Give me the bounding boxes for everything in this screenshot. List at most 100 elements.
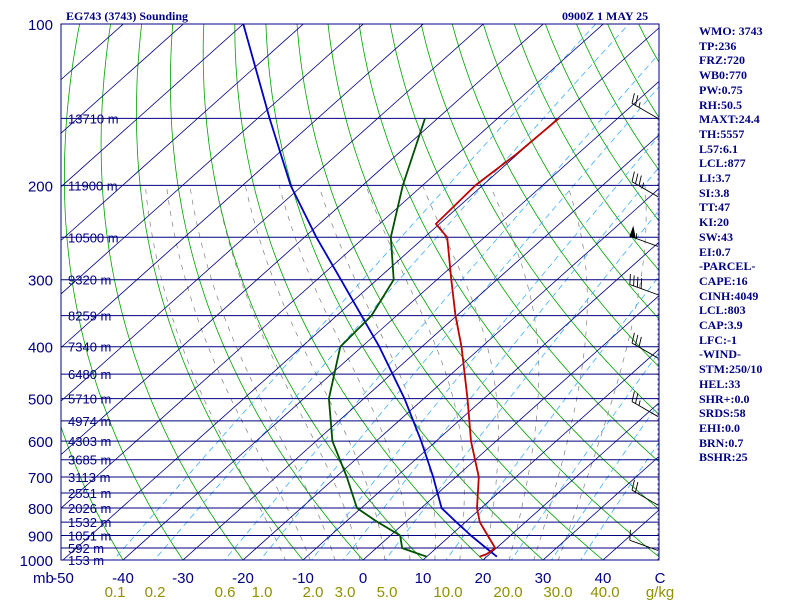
dry-adiabat <box>265 24 544 560</box>
valid-time: 0900Z 1 MAY 25 <box>562 9 649 23</box>
dry-adiabat <box>234 24 484 560</box>
mixing-ratio-label: 1.0 <box>252 584 273 600</box>
isotherm <box>61 24 364 295</box>
index-item: TH:5557 <box>699 126 745 141</box>
dry-adiabats <box>61 24 659 560</box>
isotherm <box>542 455 659 560</box>
index-item: -PARCEL- <box>699 259 756 274</box>
isotherm <box>61 24 244 188</box>
dry-adiabat <box>136 24 304 560</box>
index-item: BRN:0.7 <box>699 435 744 450</box>
barb-staff <box>629 539 659 551</box>
barb-pennant <box>629 225 636 239</box>
height-label: 10500 m <box>68 230 119 245</box>
pressure-label: 600 <box>28 434 53 451</box>
moist-adiabat <box>189 185 336 560</box>
barb-flag <box>629 274 631 285</box>
pressure-label: 400 <box>28 340 53 357</box>
moist-adiabat <box>215 185 361 560</box>
barb-half-flag <box>641 182 645 188</box>
index-item: TT:47 <box>699 200 731 215</box>
dry-adiabat <box>327 24 659 558</box>
height-label: 9320 m <box>68 273 111 288</box>
moist-adiabat <box>144 185 286 560</box>
wind-barb <box>629 225 659 247</box>
pressure-unit: mb <box>33 570 54 587</box>
height-label: 13710 m <box>68 111 119 126</box>
index-item: -WIND- <box>699 347 741 362</box>
height-label: 4974 m <box>68 414 111 429</box>
height-label: 6480 m <box>68 367 111 382</box>
barb-flag <box>631 391 635 402</box>
isotherm <box>122 80 659 560</box>
dry-adiabat <box>482 24 659 320</box>
mixing-ratio-line <box>580 441 659 560</box>
pressure-label: 800 <box>28 501 53 518</box>
index-item: LI:3.7 <box>699 171 731 186</box>
mixing-ratio-line <box>510 351 659 560</box>
mixing-ratio-label: 30.0 <box>543 584 572 600</box>
height-label: 5710 m <box>68 392 111 407</box>
mixing-ratio-unit: g/kg <box>646 584 674 600</box>
index-item: EHI:0.0 <box>699 420 741 435</box>
height-label: 592 m <box>68 541 104 556</box>
temperature-unit: C <box>655 570 666 587</box>
barb-flag <box>631 479 635 491</box>
barb-flag <box>638 175 642 186</box>
mixing-ratio-line <box>384 209 659 560</box>
index-item: HEL:33 <box>699 376 741 391</box>
isotherm <box>62 27 659 560</box>
station-title: EG743 (3743) Sounding <box>66 9 189 23</box>
index-item: SRDS:58 <box>699 406 746 421</box>
temperature-trace <box>435 117 560 558</box>
pressure-label: 200 <box>28 178 53 195</box>
height-label: 8259 m <box>68 309 111 324</box>
mixing-ratio-line <box>259 86 659 560</box>
barb-flag <box>635 393 639 404</box>
wind-barb <box>631 479 659 506</box>
index-item: BSHR:25 <box>699 450 748 465</box>
isotherm <box>482 402 659 560</box>
barb-flag <box>635 481 639 493</box>
mixing-ratio-line <box>224 53 659 560</box>
height-label: 2026 m <box>68 501 111 516</box>
height-label: 4303 m <box>68 434 111 449</box>
dry-adiabat <box>513 24 659 271</box>
index-item: LCL:877 <box>699 156 746 171</box>
index-item: L57:6.1 <box>699 141 738 156</box>
barb-staff <box>631 181 659 198</box>
barb-flag <box>636 276 639 288</box>
index-item: CINH:4049 <box>699 288 759 303</box>
index-item: KI:20 <box>699 215 729 230</box>
moist-adiabat <box>533 185 588 560</box>
isobars <box>61 117 659 561</box>
sounding-profiles <box>242 24 560 558</box>
moist-adiabat <box>244 185 386 560</box>
moist-adiabat <box>422 185 499 560</box>
temperature-tick: 30 <box>535 570 552 587</box>
moist-adiabats <box>144 185 647 560</box>
mixing-ratio-label: 2.0 <box>303 584 324 600</box>
index-item: RH:50.5 <box>699 97 742 112</box>
dry-adiabat <box>296 24 604 560</box>
barb-flag <box>638 336 642 348</box>
mixing-ratio-label: 20.0 <box>493 584 522 600</box>
barb-staff <box>629 284 659 296</box>
index-item: LCL:803 <box>699 303 746 318</box>
temperature-tick: 20 <box>475 570 492 587</box>
wind-barb <box>631 93 659 119</box>
pressure-label: 500 <box>28 392 53 409</box>
isotherm <box>61 24 424 349</box>
dry-adiabat <box>576 24 659 171</box>
barb-staff <box>631 102 659 119</box>
wind-barbs <box>629 93 659 560</box>
barb-flag <box>631 171 635 182</box>
index-item: WB0:770 <box>699 68 747 83</box>
pressure-label: 900 <box>28 528 53 545</box>
pressure-label: 300 <box>28 273 53 290</box>
wind-barb <box>629 274 659 296</box>
index-item: LFC:-1 <box>699 332 737 347</box>
index-item: WMO: 3743 <box>699 24 763 38</box>
height-label: 3685 m <box>68 453 111 468</box>
